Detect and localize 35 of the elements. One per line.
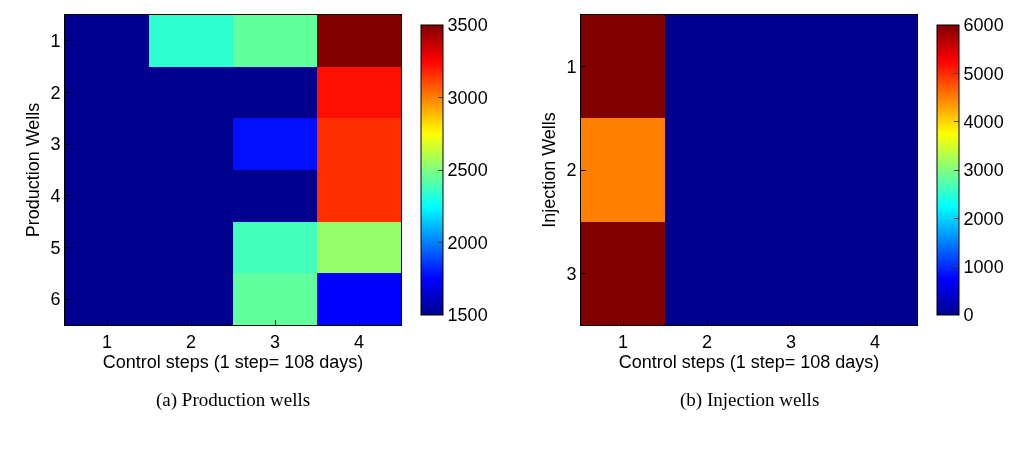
x-tick-label: 4	[353, 331, 365, 352]
text: (b) Injection wells	[680, 389, 820, 411]
color-bar-label: 2000	[963, 208, 1004, 229]
color-bar-label: 2000	[447, 232, 488, 253]
color-bar-label: 3000	[963, 160, 1004, 181]
color-bar-label: 1000	[963, 256, 1004, 277]
color-bar-label: 2500	[447, 160, 488, 181]
y-tick-label: 2	[566, 160, 577, 181]
x-tick-label: 1	[617, 331, 629, 352]
x-tick-label: 3	[785, 331, 797, 352]
y-tick-label: 3	[566, 263, 577, 284]
color-bar-label: 6000	[963, 15, 1004, 36]
color-bar-label: 0	[963, 305, 974, 326]
x-tick-label: 3	[269, 331, 281, 352]
y-tick-label: 1	[566, 56, 577, 77]
color-bar-label: 3000	[447, 87, 488, 108]
color-bar-label: 1500	[447, 305, 488, 326]
x-axis-title: Control steps (1 step= 108 days)	[618, 351, 880, 372]
y-axis-title: Injection Wells	[538, 112, 559, 228]
x-axis-title: Control steps (1 step= 108 days)	[102, 351, 364, 372]
color-bar-label: 5000	[963, 63, 1004, 84]
color-bar-label: 4000	[963, 111, 1004, 132]
y-tick-label: 4	[50, 186, 61, 207]
x-tick-label: 1	[101, 331, 113, 352]
x-tick-label: 2	[185, 331, 197, 352]
y-tick-label: 6	[50, 289, 61, 310]
text: (a) Production wells	[156, 389, 311, 411]
y-tick-label: 1	[50, 31, 61, 52]
x-tick-label: 4	[869, 331, 881, 352]
y-tick-label: 5	[50, 237, 61, 258]
y-axis-title: Production Wells	[22, 102, 43, 238]
y-tick-label: 3	[50, 134, 61, 155]
x-tick-label: 2	[701, 331, 713, 352]
y-tick-label: 2	[50, 82, 61, 103]
color-bar-label: 3500	[447, 15, 488, 36]
